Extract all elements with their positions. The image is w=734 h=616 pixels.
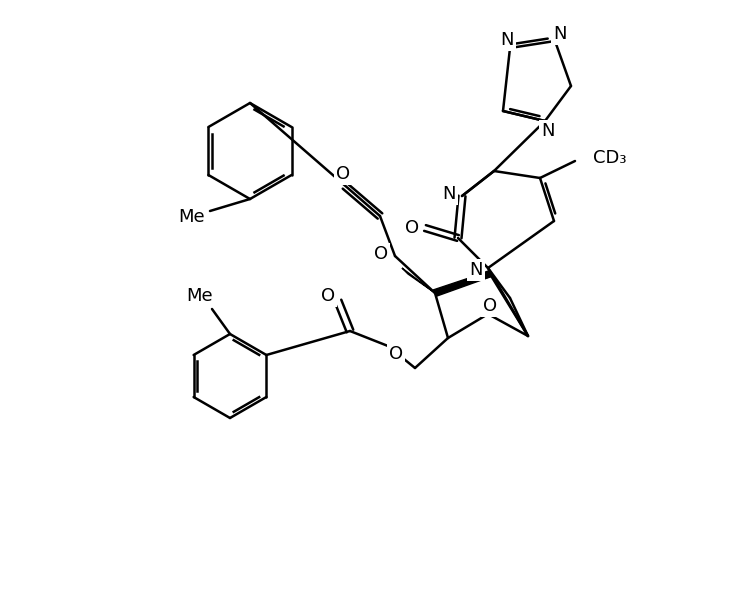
Text: O: O bbox=[321, 287, 335, 305]
Text: O: O bbox=[374, 245, 388, 263]
Text: O: O bbox=[336, 165, 350, 183]
Text: N: N bbox=[443, 185, 456, 203]
Text: Me: Me bbox=[186, 287, 214, 305]
Text: N: N bbox=[469, 261, 483, 279]
Text: N: N bbox=[501, 31, 514, 49]
Text: CD₃: CD₃ bbox=[593, 149, 627, 167]
Text: Me: Me bbox=[178, 208, 206, 226]
Text: N: N bbox=[553, 25, 567, 43]
Text: N: N bbox=[541, 122, 555, 140]
Polygon shape bbox=[435, 271, 493, 293]
Text: O: O bbox=[483, 297, 497, 315]
Text: O: O bbox=[405, 219, 419, 237]
Polygon shape bbox=[433, 271, 490, 296]
Text: O: O bbox=[389, 345, 403, 363]
Polygon shape bbox=[402, 268, 435, 293]
